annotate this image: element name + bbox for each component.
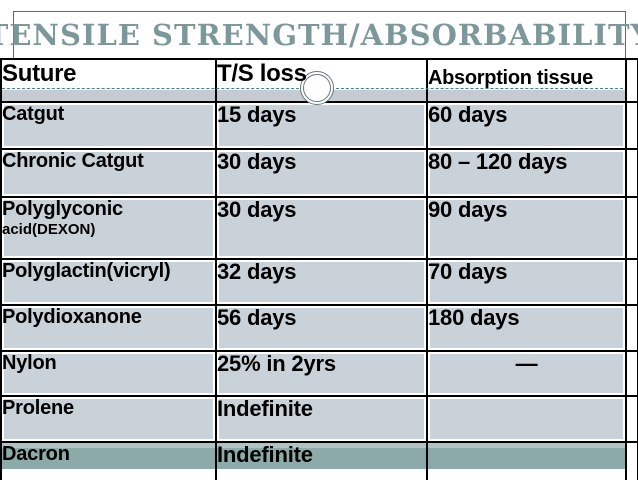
cell-ts-loss: 56 days bbox=[215, 304, 428, 352]
suture-name: Polyglyconic bbox=[2, 198, 123, 220]
spacer-cell bbox=[625, 196, 638, 260]
title-box: TENSILE STRENGTH/ABSORBABILITY bbox=[0, 11, 638, 59]
cell-ts-loss: 30 days bbox=[215, 148, 428, 198]
cell-absorption: 180 days bbox=[426, 304, 627, 352]
cell-ts-loss: 30 days bbox=[215, 196, 428, 260]
cell-ts-loss: Indefinite bbox=[215, 395, 428, 443]
spacer-cell bbox=[625, 441, 638, 480]
table-row: Polyglactin(vicryl) 32 days 70 days bbox=[0, 258, 638, 306]
suture-subname: acid(DEXON) bbox=[2, 221, 96, 238]
cell-absorption: 60 days bbox=[426, 101, 627, 150]
header-absorption-tissue: Absorption tissue bbox=[426, 58, 627, 103]
double-circle-ornament-icon bbox=[300, 71, 334, 105]
table-row: Polydioxanone 56 days 180 days bbox=[0, 304, 638, 352]
cell-absorption bbox=[426, 395, 627, 443]
cell-suture: Chronic Catgut bbox=[0, 148, 217, 198]
table-row: Prolene Indefinite bbox=[0, 395, 638, 443]
spacer-cell bbox=[625, 101, 638, 150]
cell-ts-loss: 15 days bbox=[215, 101, 428, 150]
spacer-cell bbox=[625, 304, 638, 352]
cell-absorption: 80 – 120 days bbox=[426, 148, 627, 198]
table-row-highlighted: Dacron Indefinite bbox=[0, 441, 638, 480]
cell-absorption: 70 days bbox=[426, 258, 627, 306]
page-title: TENSILE STRENGTH/ABSORBABILITY bbox=[0, 18, 638, 52]
cell-ts-loss: Indefinite bbox=[215, 441, 428, 480]
cell-suture: Polydioxanone bbox=[0, 304, 217, 352]
cell-suture: Polyglactin(vicryl) bbox=[0, 258, 217, 306]
cell-suture: Prolene bbox=[0, 395, 217, 443]
table-header-row: Suture T/S loss Absorption tissue bbox=[0, 58, 638, 103]
cell-suture: Nylon bbox=[0, 350, 217, 397]
spacer-cell bbox=[625, 258, 638, 306]
cell-ts-loss: 25% in 2yrs bbox=[215, 350, 428, 397]
spacer-cell bbox=[625, 350, 638, 397]
spacer-cell bbox=[625, 58, 638, 103]
cell-suture: Catgut bbox=[0, 101, 217, 150]
table-row: Catgut 15 days 60 days bbox=[0, 101, 638, 150]
cell-suture: Polyglyconic acid(DEXON) bbox=[0, 196, 217, 260]
cell-ts-loss: 32 days bbox=[215, 258, 428, 306]
cell-suture: Dacron bbox=[0, 441, 217, 480]
table-row: Polyglyconic acid(DEXON) 30 days 90 days bbox=[0, 196, 638, 260]
cell-absorption: — bbox=[426, 350, 627, 397]
spacer-cell bbox=[625, 148, 638, 198]
cell-absorption bbox=[426, 441, 627, 480]
table-row: Chronic Catgut 30 days 80 – 120 days bbox=[0, 148, 638, 198]
suture-table: Suture T/S loss Absorption tissue Catgut… bbox=[0, 58, 638, 480]
spacer-cell bbox=[625, 395, 638, 443]
header-suture: Suture bbox=[0, 58, 217, 103]
table-row: Nylon 25% in 2yrs — bbox=[0, 350, 638, 397]
cell-absorption: 90 days bbox=[426, 196, 627, 260]
